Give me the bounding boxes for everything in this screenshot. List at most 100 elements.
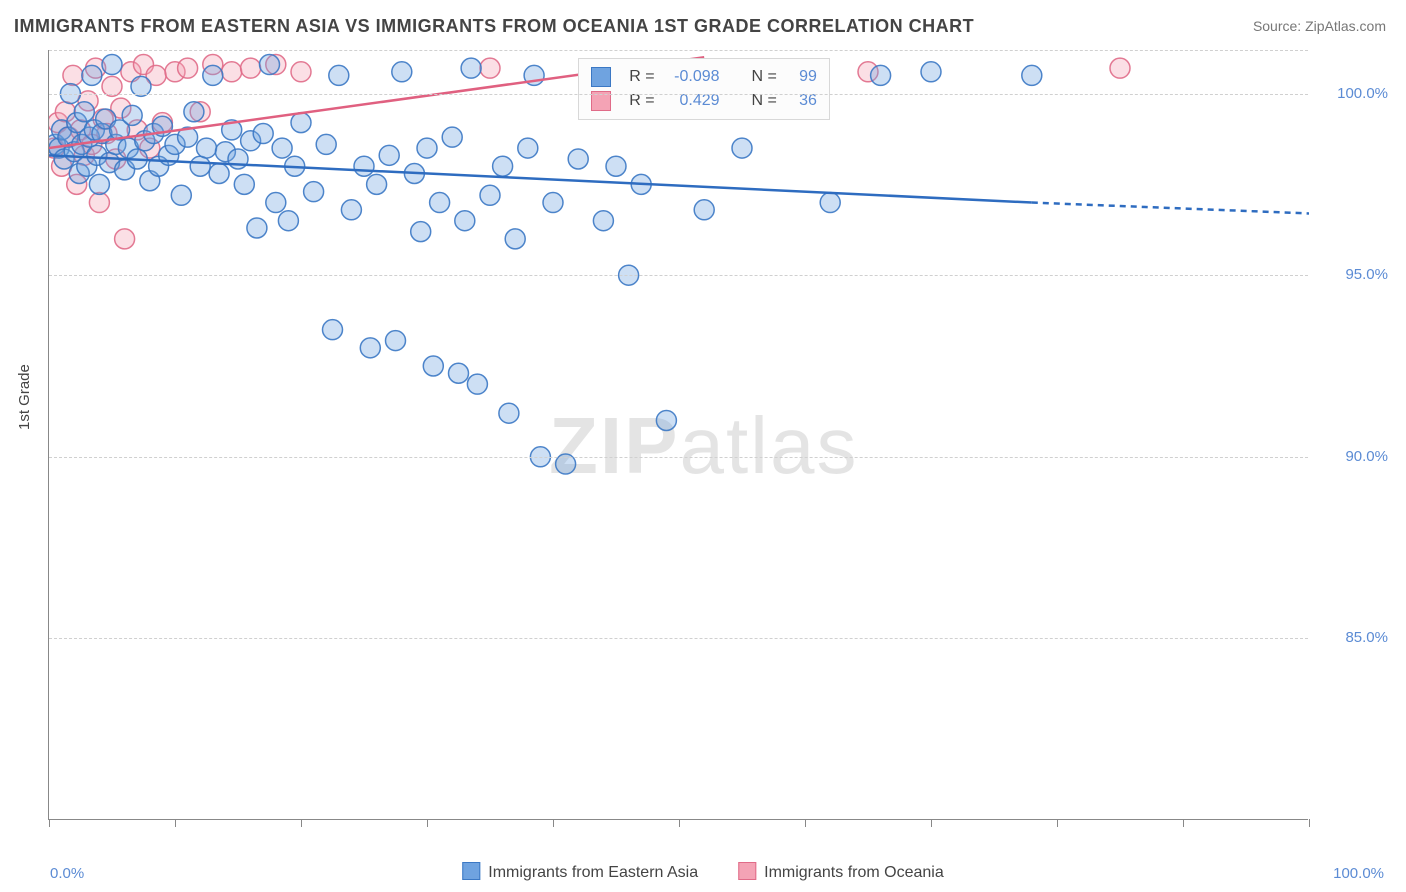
data-point	[455, 211, 475, 231]
legend-swatch	[738, 862, 756, 880]
y-tick-label: 85.0%	[1318, 629, 1388, 646]
data-point	[360, 338, 380, 358]
x-tick	[49, 819, 50, 827]
data-point	[74, 102, 94, 122]
data-point	[1022, 65, 1042, 85]
x-tick	[427, 819, 428, 827]
data-point	[656, 410, 676, 430]
legend-item: Immigrants from Eastern Asia	[462, 862, 698, 882]
chart-svg	[49, 50, 1309, 820]
gridline-h	[49, 638, 1308, 639]
data-point	[253, 124, 273, 144]
legend-item: Immigrants from Oceania	[738, 862, 944, 882]
data-point	[89, 193, 109, 213]
x-axis-min-label: 0.0%	[50, 865, 84, 882]
source-label: Source: ZipAtlas.com	[1253, 18, 1386, 34]
data-point	[89, 174, 109, 194]
data-point	[266, 193, 286, 213]
data-point	[423, 356, 443, 376]
data-point	[184, 102, 204, 122]
x-tick	[1057, 819, 1058, 827]
trend-line	[49, 155, 1032, 202]
data-point	[203, 65, 223, 85]
data-point	[329, 65, 349, 85]
plot-area: ZIPatlas R =-0.098N =99R =0.429N =36 85.…	[48, 50, 1308, 820]
x-tick	[1183, 819, 1184, 827]
data-point	[467, 374, 487, 394]
gridline-h	[49, 50, 1308, 51]
data-point	[260, 55, 280, 75]
legend-row: R = -0.098 N = 99	[591, 65, 817, 89]
data-point	[694, 200, 714, 220]
gridline-h	[49, 457, 1308, 458]
data-point	[102, 55, 122, 75]
r-value: -0.098	[665, 65, 720, 89]
legend-label: Immigrants from Eastern Asia	[488, 864, 698, 881]
data-point	[209, 163, 229, 183]
r-label: R =	[629, 65, 654, 89]
data-point	[190, 156, 210, 176]
legend-swatch	[462, 862, 480, 880]
data-point	[518, 138, 538, 158]
data-point	[379, 145, 399, 165]
y-axis-title: 1st Grade	[16, 364, 33, 430]
data-point	[386, 331, 406, 351]
x-tick	[301, 819, 302, 827]
legend-swatch	[591, 67, 611, 87]
legend-label: Immigrants from Oceania	[764, 864, 944, 881]
x-tick	[1309, 819, 1310, 827]
data-point	[442, 127, 462, 147]
data-point	[291, 62, 311, 82]
data-point	[82, 65, 102, 85]
y-tick-label: 90.0%	[1318, 448, 1388, 465]
trend-line	[1032, 203, 1309, 214]
data-point	[499, 403, 519, 423]
data-point	[291, 113, 311, 133]
gridline-h	[49, 94, 1308, 95]
data-point	[115, 229, 135, 249]
x-tick	[679, 819, 680, 827]
data-point	[543, 193, 563, 213]
data-point	[122, 105, 142, 125]
data-point	[316, 134, 336, 154]
x-tick	[931, 819, 932, 827]
n-label: N =	[752, 65, 777, 89]
data-point	[241, 58, 261, 78]
n-value: 99	[787, 65, 817, 89]
gridline-h	[49, 275, 1308, 276]
data-point	[278, 211, 298, 231]
data-point	[234, 174, 254, 194]
data-point	[505, 229, 525, 249]
data-point	[606, 156, 626, 176]
data-point	[222, 62, 242, 82]
data-point	[354, 156, 374, 176]
data-point	[732, 138, 752, 158]
data-point	[480, 58, 500, 78]
data-point	[197, 138, 217, 158]
y-tick-label: 95.0%	[1318, 266, 1388, 283]
correlation-legend: R =-0.098N =99R =0.429N =36	[578, 58, 830, 120]
data-point	[247, 218, 267, 238]
data-point	[449, 363, 469, 383]
data-point	[411, 222, 431, 242]
x-tick	[175, 819, 176, 827]
data-point	[63, 65, 83, 85]
data-point	[820, 193, 840, 213]
data-point	[171, 185, 191, 205]
data-point	[1110, 58, 1130, 78]
y-tick-label: 100.0%	[1318, 85, 1388, 102]
data-point	[430, 193, 450, 213]
data-point	[304, 182, 324, 202]
x-tick	[553, 819, 554, 827]
chart-title: IMMIGRANTS FROM EASTERN ASIA VS IMMIGRAN…	[14, 16, 974, 37]
data-point	[568, 149, 588, 169]
data-point	[272, 138, 292, 158]
series-legend: Immigrants from Eastern Asia Immigrants f…	[462, 862, 943, 882]
x-axis-max-label: 100.0%	[1333, 865, 1384, 882]
data-point	[593, 211, 613, 231]
data-point	[921, 62, 941, 82]
data-point	[323, 320, 343, 340]
data-point	[392, 62, 412, 82]
data-point	[178, 58, 198, 78]
data-point	[871, 65, 891, 85]
